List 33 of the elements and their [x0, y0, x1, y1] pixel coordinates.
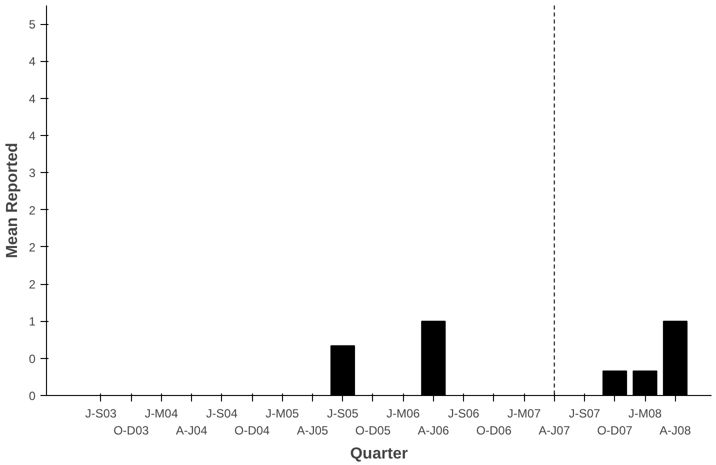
x-tick-label: A-J04 — [176, 423, 208, 438]
y-tick-label: 2 — [28, 203, 36, 218]
x-tick-label: O-D07 — [597, 423, 633, 438]
y-tick-label: 0 — [28, 389, 36, 403]
y-tick-label: 5 — [28, 18, 36, 32]
x-tick-label: O-D04 — [234, 423, 270, 438]
x-tick-label: A-J07 — [538, 423, 570, 438]
y-tick-label: 2 — [28, 240, 36, 254]
y-tick-label: 4 — [28, 129, 36, 143]
y-tick-label: 0 — [28, 352, 36, 366]
x-tick-label: O-D03 — [113, 423, 150, 438]
x-tick-label: A-J05 — [296, 423, 328, 438]
x-tick-label: O-D05 — [355, 423, 391, 438]
x-tick-label: J-S06 — [448, 406, 480, 420]
y-tick-label: 3 — [28, 166, 36, 180]
x-tick-label: A-J08 — [660, 423, 692, 438]
x-tick-label: J-S05 — [327, 406, 359, 420]
y-tick-label: 1 — [28, 314, 36, 329]
x-axis-title: Quarter — [350, 445, 408, 462]
x-tick-label: J-M05 — [266, 406, 300, 420]
x-tick-label: J-S03 — [85, 406, 117, 420]
y-tick-label: 4 — [28, 54, 36, 69]
x-tick-label: O-D06 — [476, 423, 512, 438]
x-tick-label: J-S07 — [568, 406, 601, 420]
y-tick-label: 2 — [28, 278, 36, 292]
x-tick-label: J-M04 — [144, 406, 178, 420]
y-axis-title: Mean Reported — [4, 142, 21, 258]
x-tick-label: A-J06 — [418, 423, 450, 438]
x-tick-label: J-S04 — [206, 406, 238, 420]
x-tick-label: J-M08 — [628, 406, 662, 420]
x-tick-label: J-M07 — [507, 406, 542, 420]
x-tick-label: J-M06 — [386, 406, 420, 420]
y-tick-label: 4 — [28, 92, 36, 106]
